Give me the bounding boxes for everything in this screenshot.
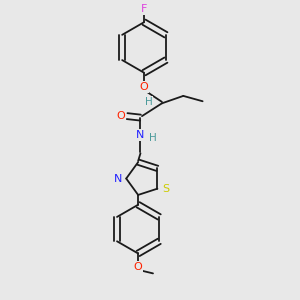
Text: F: F — [141, 4, 147, 14]
Text: N: N — [136, 130, 145, 140]
Text: H: H — [145, 97, 152, 107]
Text: H: H — [148, 133, 156, 143]
Text: O: O — [140, 82, 148, 92]
Text: S: S — [162, 184, 169, 194]
Text: O: O — [134, 262, 142, 272]
Text: N: N — [114, 173, 122, 184]
Text: O: O — [117, 111, 125, 121]
